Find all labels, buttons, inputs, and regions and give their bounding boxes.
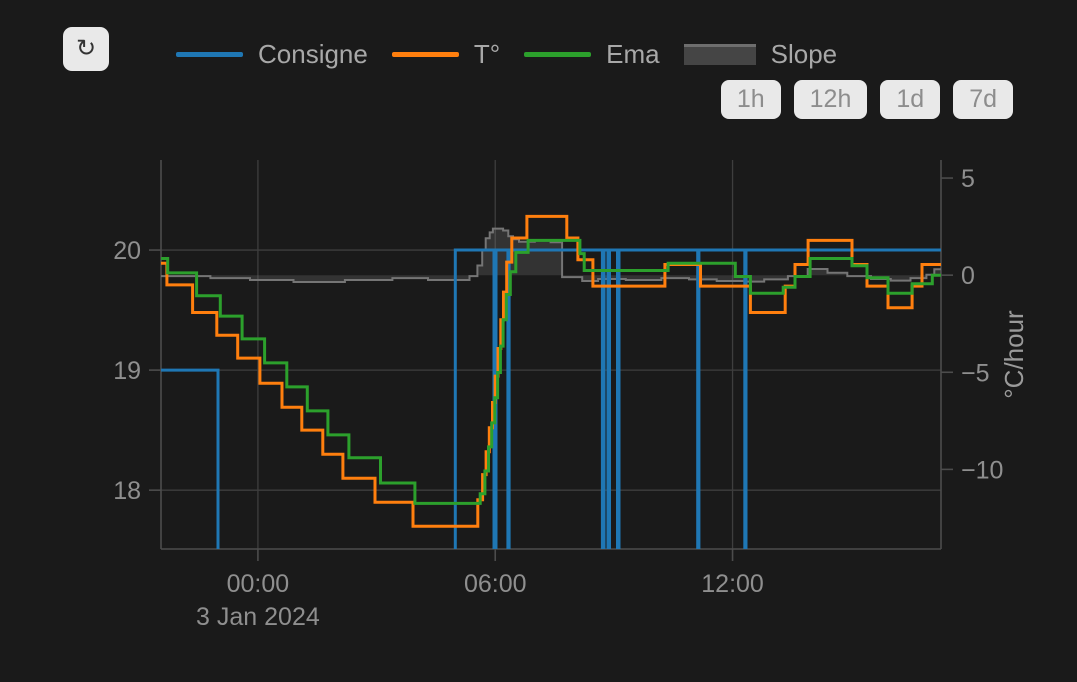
range-buttons: 1h 12h 1d 7d: [720, 80, 1013, 119]
y-right-tick-label: −10: [961, 456, 1003, 484]
axis-lines: [160, 160, 942, 550]
consigne-line: [161, 248, 941, 549]
x-tick-label: 12:00: [701, 570, 764, 598]
legend-item-ema[interactable]: Ema: [524, 38, 660, 70]
slope-area: [161, 228, 941, 282]
y-right-tick-label: 0: [961, 262, 975, 290]
y-left-tick-label: 18: [113, 477, 141, 505]
x-date-label: 3 Jan 2024: [196, 603, 320, 631]
legend-swatch-temperature: [391, 51, 459, 57]
y-right-axis-title: °C/hour: [999, 310, 1029, 399]
range-button-1h[interactable]: 1h: [720, 80, 781, 119]
range-button-12h[interactable]: 12h: [793, 80, 868, 119]
range-button-7d[interactable]: 7d: [953, 80, 1013, 119]
y-left-tick-label: 20: [113, 237, 141, 265]
legend-label-ema: Ema: [606, 38, 660, 69]
legend-label-slope: Slope: [770, 38, 838, 69]
legend-swatch-consigne: [176, 51, 243, 57]
legend-item-consigne[interactable]: Consigne: [176, 39, 368, 70]
legend-item-temperature[interactable]: T°: [391, 38, 501, 70]
legend-label-consigne: Consigne: [258, 38, 368, 69]
x-tick-label: 06:00: [464, 570, 527, 598]
legend-label-temperature: T°: [473, 38, 501, 69]
legend-swatch-slope: [683, 43, 756, 65]
refresh-icon: ↻: [75, 35, 97, 62]
refresh-button[interactable]: ↻: [63, 27, 109, 71]
legend-item-slope[interactable]: Slope: [683, 38, 838, 70]
series-group: [161, 214, 941, 549]
y-right-tick-label: 5: [961, 165, 975, 193]
chart-legend: Consigne T° Ema Slope: [176, 38, 837, 70]
y-right-tick-label: −5: [961, 359, 990, 387]
ema-line: [161, 238, 941, 505]
y-left-tick-label: 19: [113, 357, 141, 385]
x-tick-label: 00:00: [227, 570, 290, 598]
legend-swatch-ema: [524, 51, 592, 57]
range-button-1d[interactable]: 1d: [880, 80, 941, 119]
slope-line: [161, 227, 941, 283]
temperature-line: [161, 214, 941, 528]
tick-marks: [149, 177, 953, 561]
